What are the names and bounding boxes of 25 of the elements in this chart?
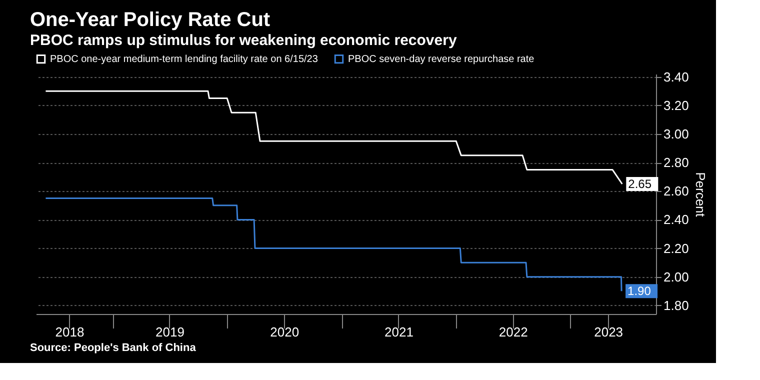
chart-subtitle: PBOC ramps up stimulus for weakening economic recovery (30, 32, 458, 49)
y-tick-label: 3.00 (664, 126, 689, 142)
y-tick-label: 2.00 (664, 269, 689, 284)
y-tick-label: 2.80 (664, 155, 689, 170)
y-tick-label: 3.20 (664, 98, 689, 113)
chart-title: One-Year Policy Rate Cut (30, 9, 270, 31)
x-tick-label: 2021 (384, 324, 414, 340)
x-tick-label: 2019 (156, 324, 184, 340)
line-series (44, 90, 623, 185)
x-tick-label: 2023 (594, 324, 624, 340)
y-tick-label: 2.40 (664, 212, 689, 228)
x-tick-label: 2020 (270, 324, 300, 340)
x-tick-label: 2018 (55, 324, 84, 340)
y-axis-title: Percent (692, 172, 708, 218)
legend-label: PBOC seven-day reverse repurchase rate (348, 54, 535, 66)
y-tick-label: 3.40 (664, 69, 689, 84)
data-label: 2.65 (628, 177, 652, 191)
y-tick-label: 2.20 (664, 240, 689, 256)
y-tick-label: 1.80 (664, 298, 689, 313)
data-label: 1.90 (628, 284, 652, 298)
x-tick-label: 2022 (498, 324, 528, 340)
y-tick-label: 2.60 (664, 184, 689, 199)
source-note: Source: People's Bank of China (30, 342, 197, 354)
legend-label: PBOC one-year medium-term lending facility rate on 6/15/23 (50, 54, 318, 66)
line-series (44, 198, 622, 292)
